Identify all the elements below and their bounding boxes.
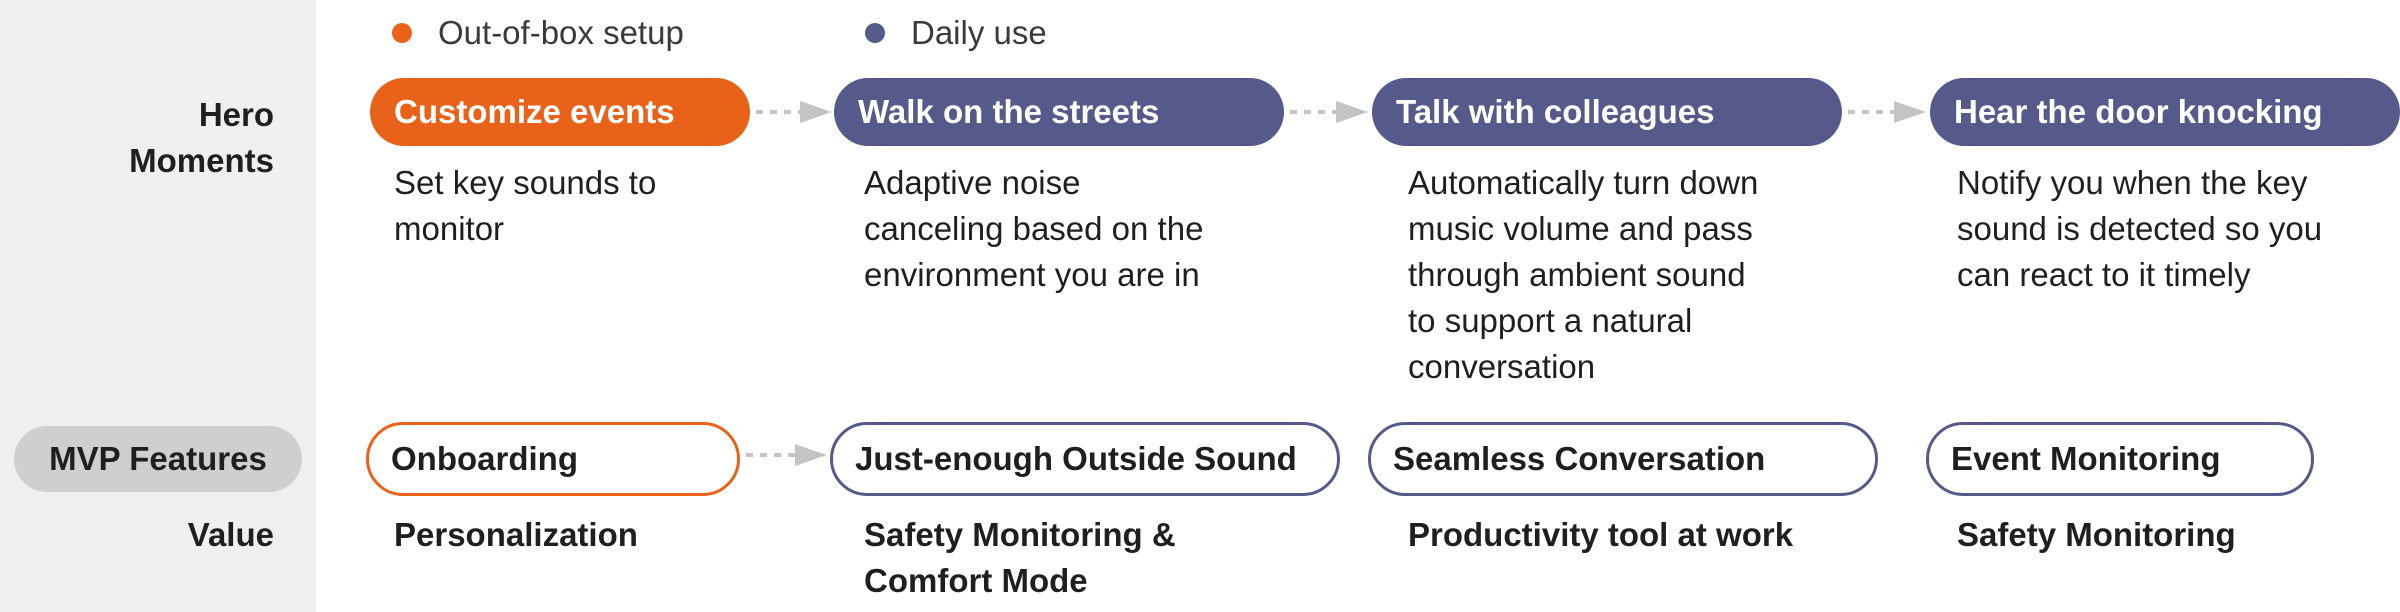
value-row-label: Value xyxy=(188,512,274,558)
moment-description: Notify you when the key sound is detecte… xyxy=(1957,164,2323,293)
feature-label: Onboarding xyxy=(391,440,578,477)
moment-walk-on-the-streets: Walk on the streets xyxy=(834,78,1284,146)
mvp-features-label: MVP Features xyxy=(49,440,267,477)
feature-label: Event Monitoring xyxy=(1951,440,2221,477)
moment-description: Adaptive noise canceling based on the en… xyxy=(864,164,1204,293)
moment-label: Customize events xyxy=(394,93,675,130)
moment-label: Talk with colleagues xyxy=(1396,93,1715,130)
arrow-onboarding-to-outside-sound xyxy=(746,444,827,466)
feature-event-monitoring: Event Monitoring xyxy=(1926,422,2314,496)
moment-description: Set key sounds to monitor xyxy=(394,164,657,247)
moment-label: Hear the door knocking xyxy=(1954,93,2323,130)
legend-item-daily: Daily use xyxy=(865,13,1047,53)
value-text: Personalization xyxy=(394,516,638,553)
moment-customize-events: Customize events xyxy=(370,78,750,146)
value-text: Safety Monitoring xyxy=(1957,516,2236,553)
feature-label: Just-enough Outside Sound xyxy=(855,440,1297,477)
legend-setup-dot-icon xyxy=(392,23,412,43)
moment-hear-the-door-knocking: Hear the door knocking xyxy=(1930,78,2400,146)
value-label: Value xyxy=(187,516,274,553)
arrow-walk-to-talk xyxy=(1290,101,1368,123)
legend-setup-label: Out-of-box setup xyxy=(438,14,684,51)
value-text: Safety Monitoring & Comfort Mode xyxy=(864,516,1176,599)
moment-label: Walk on the streets xyxy=(858,93,1160,130)
legend-item-setup: Out-of-box setup xyxy=(392,13,684,53)
moment-description: Automatically turn down music volume and… xyxy=(1408,164,1759,385)
hero-moments-row-label: Hero Moments xyxy=(129,92,274,184)
row-label-panel xyxy=(0,0,316,612)
legend-daily-dot-icon xyxy=(865,23,885,43)
mvp-features-row-label: MVP Features xyxy=(14,426,302,492)
moment-talk-with-colleagues: Talk with colleagues xyxy=(1372,78,1842,146)
feature-seamless-conversation: Seamless Conversation xyxy=(1368,422,1878,496)
legend-daily-label: Daily use xyxy=(911,14,1047,51)
feature-onboarding: Onboarding xyxy=(366,422,740,496)
value-text: Productivity tool at work xyxy=(1408,516,1794,553)
hero-moments-label: Hero Moments xyxy=(129,96,274,179)
feature-just-enough-outside-sound: Just-enough Outside Sound xyxy=(830,422,1340,496)
arrow-talk-to-hear xyxy=(1848,101,1926,123)
arrow-customize-to-walk xyxy=(756,101,832,123)
feature-label: Seamless Conversation xyxy=(1393,440,1766,477)
